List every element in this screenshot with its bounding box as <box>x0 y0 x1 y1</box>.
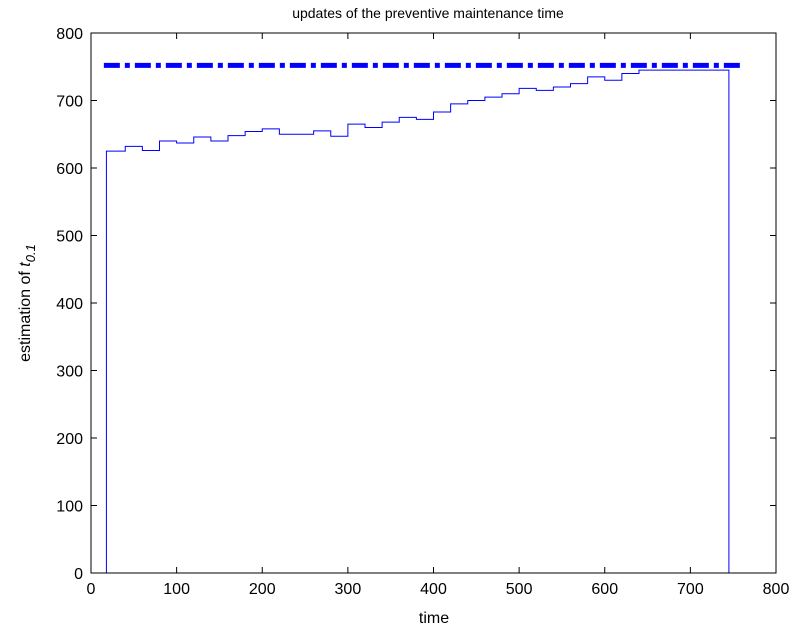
y-tick-label: 300 <box>56 364 83 381</box>
x-tick-label: 400 <box>420 581 447 598</box>
x-tick-label: 200 <box>249 581 276 598</box>
y-axis-label-text: estimation of <box>17 267 34 362</box>
y-tick-label: 400 <box>56 296 83 313</box>
x-tick-label: 100 <box>163 581 190 598</box>
x-tick-label: 0 <box>87 581 96 598</box>
y-tick-label: 100 <box>56 499 83 516</box>
x-tick-label: 300 <box>335 581 362 598</box>
y-tick-label: 600 <box>56 161 83 178</box>
x-tick-label: 700 <box>677 581 704 598</box>
y-tick-label: 200 <box>56 431 83 448</box>
y-tick-label: 700 <box>56 94 83 111</box>
y-axis-label-symbol: t <box>17 262 34 267</box>
x-tick-label: 500 <box>506 581 533 598</box>
y-axis-label: estimation of t0.1 <box>17 244 38 362</box>
y-axis-label-subscript: 0.1 <box>23 244 38 262</box>
x-tick-label: 600 <box>591 581 618 598</box>
series-step-line <box>91 69 742 574</box>
x-axis-label: time <box>419 610 449 627</box>
x-tick-label: 800 <box>763 581 790 598</box>
y-tick-label: 800 <box>56 26 83 43</box>
chart-title: updates of the preventive maintenance ti… <box>292 5 564 21</box>
plot-area <box>91 62 742 574</box>
y-axis-ticks: 0 100 200 300 400 500 600 700 800 <box>56 26 776 583</box>
x-axis-ticks: 0 100 200 300 400 500 600 700 800 <box>87 33 790 598</box>
y-tick-label: 500 <box>56 229 83 246</box>
y-tick-label: 0 <box>74 566 83 583</box>
